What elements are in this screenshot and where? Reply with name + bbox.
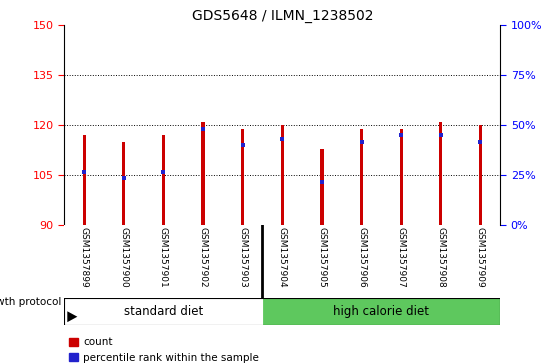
Text: standard diet: standard diet <box>124 305 203 318</box>
Bar <box>400 129 403 225</box>
Text: GSM1357900: GSM1357900 <box>119 227 128 288</box>
Text: GSM1357907: GSM1357907 <box>397 227 406 288</box>
Text: GSM1357906: GSM1357906 <box>357 227 366 288</box>
Bar <box>162 135 165 225</box>
Bar <box>263 298 520 325</box>
Text: GSM1357905: GSM1357905 <box>318 227 326 288</box>
Title: GDS5648 / ILMN_1238502: GDS5648 / ILMN_1238502 <box>192 9 373 23</box>
Text: GSM1357908: GSM1357908 <box>437 227 446 288</box>
Bar <box>439 122 442 225</box>
Bar <box>201 122 205 225</box>
Bar <box>83 135 86 225</box>
Bar <box>241 129 244 225</box>
Text: GSM1357899: GSM1357899 <box>79 227 89 288</box>
Text: GSM1357901: GSM1357901 <box>159 227 168 288</box>
Text: GSM1357903: GSM1357903 <box>238 227 247 288</box>
Legend: count, percentile rank within the sample: count, percentile rank within the sample <box>69 337 259 363</box>
Bar <box>320 148 324 225</box>
Text: GSM1357904: GSM1357904 <box>278 227 287 288</box>
Bar <box>281 125 284 225</box>
Bar <box>122 142 125 225</box>
Bar <box>479 125 482 225</box>
Text: growth protocol: growth protocol <box>0 297 61 307</box>
Bar <box>360 129 363 225</box>
Text: GSM1357902: GSM1357902 <box>198 227 207 288</box>
Text: high calorie diet: high calorie diet <box>333 305 429 318</box>
Text: GSM1357909: GSM1357909 <box>476 227 485 288</box>
